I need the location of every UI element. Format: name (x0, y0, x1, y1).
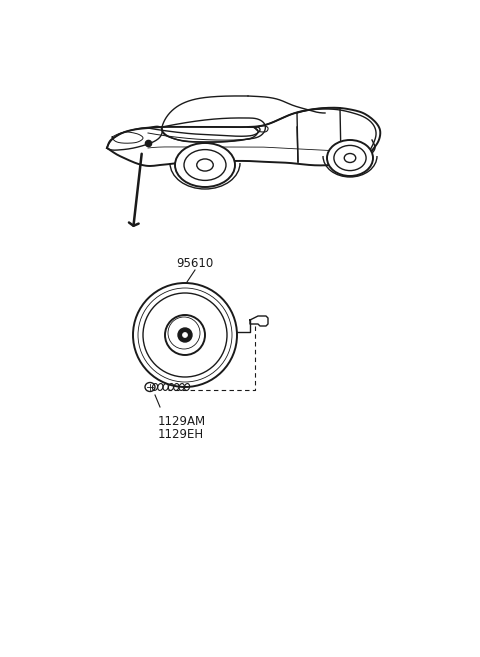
Text: 1129AM: 1129AM (158, 415, 206, 428)
Text: 95610: 95610 (176, 257, 214, 270)
Ellipse shape (175, 143, 235, 187)
Circle shape (182, 332, 188, 338)
Circle shape (178, 328, 192, 342)
Ellipse shape (327, 140, 373, 176)
Text: 1129EH: 1129EH (158, 428, 204, 441)
